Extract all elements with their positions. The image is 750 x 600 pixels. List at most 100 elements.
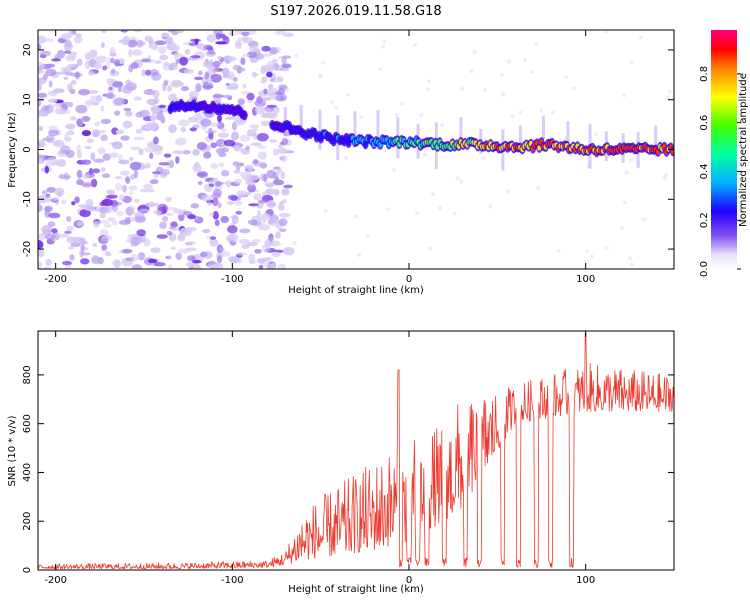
snr-panel: -200 -100 0 100 0 200 400 600 800 Height of str… bbox=[7, 330, 675, 595]
spectrogram-noise-cell bbox=[286, 249, 292, 255]
spectrogram-noise-cell bbox=[175, 156, 180, 164]
spectrogram-noise-cell bbox=[89, 95, 98, 104]
spectrogram-noise-cell bbox=[277, 147, 288, 154]
spectrogram-noise-cell bbox=[130, 173, 135, 180]
spectrogram-noise-cell bbox=[145, 69, 152, 76]
spectrogram-noise-cell bbox=[135, 128, 143, 134]
spectrogram-noise-cell bbox=[212, 94, 224, 98]
spectrogram-noise-cell bbox=[252, 127, 259, 132]
spectrogram-noise-cell bbox=[109, 57, 115, 64]
spectrogram-noise-cell bbox=[260, 120, 270, 127]
spectrogram-noise-cell bbox=[226, 56, 237, 62]
spectrogram-noise-cell bbox=[247, 183, 257, 193]
spectrogram-noise-cell bbox=[258, 199, 268, 204]
spectrogram-noise-cell bbox=[120, 135, 130, 141]
spectrogram-noise-cell bbox=[105, 92, 114, 99]
spectrogram-noise-cell bbox=[147, 202, 160, 207]
spectrogram-noise-cell bbox=[66, 130, 75, 136]
spectrogram-noise-cell bbox=[56, 50, 66, 59]
spectrogram-noise-cell bbox=[101, 198, 114, 206]
spectrogram-noise-cell bbox=[99, 206, 110, 214]
spectrogram-noise-cell bbox=[272, 148, 279, 156]
spectrogram-noise-cell bbox=[59, 110, 71, 115]
colorbar-tick-label: 0.6 bbox=[699, 115, 710, 131]
spectrogram-noise-cell bbox=[430, 192, 435, 197]
spectrogram-noise-cell bbox=[263, 88, 268, 95]
spectrogram-noise-cell bbox=[87, 90, 99, 94]
spectrogram-noise-cell bbox=[481, 155, 486, 160]
spectrogram-noise-cell bbox=[278, 144, 284, 149]
spectrogram-noise-cell bbox=[99, 229, 109, 237]
spectrogram-noise-cell bbox=[152, 171, 162, 175]
spectrogram-noise-cell bbox=[45, 258, 52, 266]
spectrogram-noise-cell bbox=[142, 183, 153, 190]
spectrogram-noise-cell bbox=[48, 80, 53, 88]
spectrogram-noise-cell bbox=[385, 207, 390, 212]
spectrogram-noise-cell bbox=[422, 152, 427, 157]
spectrogram-noise-cell bbox=[147, 43, 158, 49]
spectrogram-noise-cell bbox=[137, 252, 146, 261]
spectrogram-noise-cell bbox=[226, 85, 238, 90]
spectrogram-noise-cell bbox=[323, 209, 328, 214]
spectrogram-noise-cell bbox=[61, 199, 67, 205]
spectrogram-noise-cell bbox=[158, 46, 167, 54]
spectrogram-noise-cell bbox=[215, 33, 221, 40]
spectrogram-noise-cell bbox=[506, 59, 511, 64]
spectrogram-noise-cell bbox=[604, 245, 609, 250]
spectrogram-noise-cell bbox=[76, 179, 84, 185]
spectrogram-noise-cell bbox=[263, 173, 268, 183]
spectrogram-noise-cell bbox=[102, 65, 108, 71]
snr-x-label: Height of straight line (km) bbox=[288, 584, 424, 595]
spectrogram-noise-cell bbox=[38, 35, 47, 44]
spectrogram-noise-cell bbox=[227, 255, 240, 262]
spectrogram-noise-cell bbox=[176, 30, 184, 34]
spectrogram-noise-cell bbox=[239, 134, 251, 142]
spectrogram-noise-cell bbox=[175, 59, 180, 65]
spectrogram-noise-cell bbox=[64, 50, 72, 54]
spectrogram-noise-cell bbox=[274, 91, 283, 95]
spectrogram-noise-cell bbox=[235, 162, 241, 171]
spectrogram-noise-cell bbox=[69, 254, 75, 261]
spectrogram-noise-cell bbox=[90, 53, 98, 60]
spectrogram-noise-cell bbox=[183, 68, 194, 74]
spectrogram-noise-cell bbox=[438, 206, 443, 211]
spectrogram-noise-cell bbox=[217, 202, 222, 209]
spectrogram-noise-cell bbox=[127, 39, 138, 48]
spectrogram-noise-cell bbox=[108, 86, 113, 91]
spectrogram-noise-cell bbox=[353, 214, 358, 219]
spectrogram-noise-cell bbox=[281, 188, 290, 196]
spectrogram-noise-cell bbox=[117, 86, 122, 93]
spectrogram-noise-cell bbox=[76, 58, 83, 67]
spectrogram-noise-cell bbox=[57, 150, 63, 157]
spectrogram-noise-cell bbox=[187, 241, 197, 245]
spectrogram-noise-cell bbox=[248, 203, 259, 207]
spectrogram-noise-cell bbox=[128, 185, 138, 191]
spectrogram-noise-cell bbox=[39, 50, 51, 57]
spectrogram-noise-cell bbox=[195, 43, 206, 50]
y-tick-label: 10 bbox=[22, 93, 33, 106]
spectrogram-noise-cell bbox=[221, 128, 227, 132]
spectrogram-noise-cell bbox=[210, 73, 222, 83]
spectrogram-noise-cell bbox=[440, 123, 445, 128]
spectrogram-noise-cell bbox=[38, 110, 42, 118]
spectrogram-noise-cell bbox=[158, 162, 170, 166]
spectrogram-noise-cell bbox=[258, 224, 270, 231]
spectrogram-noise-cell bbox=[84, 145, 92, 149]
spectrogram-noise-cell bbox=[38, 100, 42, 107]
spectrogram-noise-cell bbox=[165, 196, 172, 202]
y-tick-label: 0 bbox=[22, 567, 33, 573]
spectrogram-noise-cell bbox=[41, 104, 49, 112]
spectrogram-noise-cell bbox=[43, 266, 51, 269]
spectrogram-noise-cell bbox=[262, 53, 272, 57]
spectrogram-noise-cell bbox=[100, 134, 108, 142]
spectrogram-noise-cell bbox=[66, 216, 72, 223]
spectrogram-noise-cell bbox=[123, 107, 132, 112]
spectrogram-noise-cell bbox=[45, 157, 58, 164]
spectrogram-noise-cell bbox=[207, 202, 212, 206]
spectrogram-noise-cell bbox=[209, 260, 216, 266]
spectrogram-noise-cell bbox=[107, 217, 116, 222]
spectrogram-noise-cell bbox=[151, 145, 164, 151]
spectrogram-noise-cell bbox=[191, 90, 199, 99]
y-tick-label: 400 bbox=[22, 463, 33, 482]
spectrogram-noise-cell bbox=[227, 71, 235, 81]
